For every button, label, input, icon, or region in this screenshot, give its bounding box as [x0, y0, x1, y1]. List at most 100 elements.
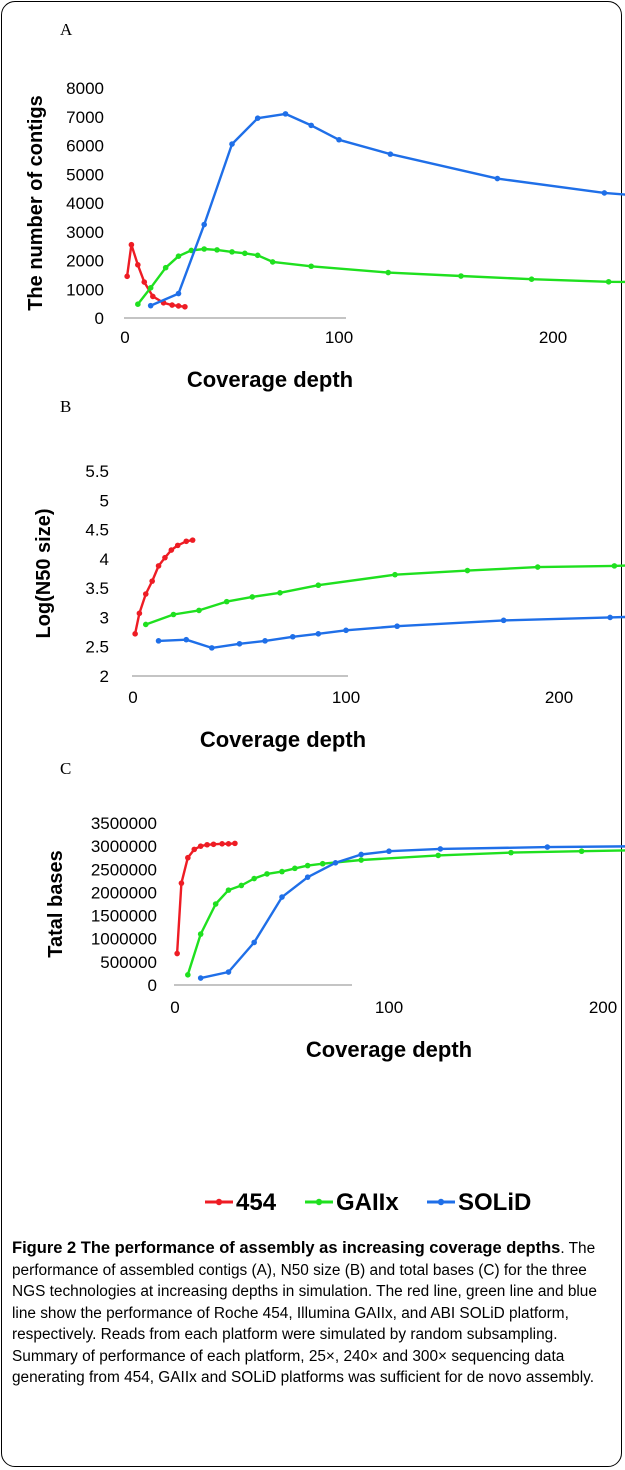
panel-c-series-454-point [232, 840, 238, 847]
panel-a-series-gaiix-point [201, 246, 207, 252]
panel-b-x-title: Coverage depth [200, 727, 366, 752]
panel-a-series-gaiix-point [605, 278, 612, 285]
legend-454-label: 454 [236, 1189, 277, 1216]
panel-b-y-title: Log(N50 size) [33, 508, 55, 638]
panel-a-y-tick: 5000 [66, 165, 104, 184]
panel-a-series-454-point [135, 262, 141, 268]
panel-c-series-454-point [210, 841, 217, 848]
panel-b-letter: B [60, 397, 71, 416]
caption-body: . The performance of assembled contigs (… [12, 1240, 597, 1386]
panel-c-series-solid-point [386, 848, 392, 855]
panel-b-series-solid-point [607, 614, 613, 621]
panel-a-y-title: The number of contigs [25, 95, 47, 311]
panel-c-y-tick: 2000000 [91, 883, 157, 902]
panel-c-y-tick: 3000000 [91, 837, 157, 856]
panel-c-series-solid-point [279, 894, 285, 900]
panel-c-series-solid-line [200, 845, 625, 980]
panel-b-series-gaiix-point [392, 571, 398, 578]
panel-c-series-gaiix-point [508, 849, 514, 856]
panel-c-x-tick: 100 [375, 998, 403, 1017]
panel-b-y-tick: 3.5 [85, 579, 109, 598]
panel-b-series-gaiix-point [142, 621, 149, 628]
panel-a-series-454-point [182, 303, 188, 310]
figure-caption: Figure 2 The performance of assembly as … [12, 1238, 612, 1389]
panel-b-series-gaiix-point [464, 567, 471, 574]
panel-c-series-gaiix-point [435, 852, 442, 859]
panel-c-y-tick: 500000 [100, 953, 157, 972]
panel-a-series-gaiix-point [308, 263, 314, 270]
panel-a-series-solid-point [601, 190, 608, 196]
panel-b-series-454-point [132, 631, 138, 637]
panel-a-series-gaiix-point [458, 273, 464, 279]
panel-a-series-solid-point [336, 136, 342, 143]
panel-c-series-gaiix-point [185, 972, 191, 978]
panel-b-series-gaiix-point [223, 598, 230, 605]
panel-c-series-454-point [178, 880, 185, 886]
panel-b-x-tick: 100 [332, 688, 360, 707]
panel-c-series-gaiix-point [358, 857, 364, 863]
panel-a-y-tick: 0 [95, 309, 104, 328]
panel-a-series-gaiix-point [147, 285, 154, 291]
panel-a-series-gaiix-point [254, 252, 261, 259]
panel-c-series-solid-point [358, 851, 364, 858]
panel-c-series-454-point [225, 841, 232, 847]
panel-a-series-gaiix-point [229, 249, 235, 255]
panel-c-y-tick: 0 [148, 976, 157, 995]
panel-a-y-tick: 4000 [66, 194, 104, 213]
panel-a-letter: A [60, 20, 73, 39]
panel-b-x-tick: 200 [545, 688, 573, 707]
panel-a-x-tick: 200 [539, 328, 567, 347]
panel-a-series-454-point [141, 279, 148, 285]
panel-c-series-solid-point [225, 969, 232, 975]
panel-b-series-solid-point [394, 623, 400, 630]
panel-a-x-title: Coverage depth [187, 367, 353, 392]
panel-c-series-gaiix-point [238, 882, 245, 889]
legend-solid-label: SOLiD [458, 1189, 531, 1216]
panel-b-series-solid-point [183, 636, 190, 643]
panel-b-y-tick: 2.5 [85, 638, 109, 657]
panel-b-series-solid-point [500, 617, 507, 624]
panel-c-series-gaiix-point [225, 887, 232, 893]
panel-c-series-gaiix-point [197, 931, 204, 937]
panel-c-y-tick: 1000000 [91, 930, 157, 949]
panel-c-y-tick: 2500000 [91, 860, 157, 879]
panel-b-series-gaiix-point [315, 582, 322, 589]
panel-a-series-gaiix-point [528, 276, 535, 282]
panel-c-series-solid-point [332, 860, 339, 866]
panel-b-series-solid-point [262, 638, 268, 644]
panel-a-y-tick: 7000 [66, 108, 104, 127]
panel-a-series-gaiix-point [385, 269, 392, 276]
panel-c-series-solid-point [304, 874, 311, 880]
caption-title: Figure 2 The performance of assembly as … [12, 1239, 561, 1257]
legend-454-marker [215, 1198, 223, 1206]
panel-a-series-solid-point [201, 221, 207, 228]
panel-c-series-gaiix-point [251, 875, 257, 882]
panel-a-y-tick: 6000 [66, 137, 104, 156]
panel-c-series-gaiix-point [279, 868, 285, 875]
panel-a-series-454-line [125, 243, 186, 308]
panel-c-series-454-line [175, 842, 235, 954]
panel-b-y-tick: 5.5 [85, 462, 109, 481]
panel-a-series-454-point [128, 241, 135, 248]
panel-b-series-454-point [174, 542, 181, 549]
panel-b-series-solid-point [289, 633, 296, 640]
panel-a-series-gaiix-point [162, 264, 169, 271]
panel-c-series-454-point [191, 846, 198, 853]
panel-a-series-gaiix-point [214, 247, 220, 253]
panel-b-series-454-point [183, 538, 190, 545]
panel-b-y-tick: 4.5 [85, 521, 109, 540]
panel-c-series-solid-point [197, 975, 204, 981]
panel-c-series-gaiix-point [304, 862, 311, 869]
panel-a-series-solid-point [175, 290, 182, 297]
panel-a-series-solid-point [387, 151, 394, 157]
panel-b-series-454-point [142, 591, 149, 597]
panel-a-series-gaiix-point [135, 301, 141, 308]
panel-b-series-454-line [133, 538, 193, 635]
panel-b-y-tick: 2 [100, 667, 109, 686]
panel-c-series-gaiix-point [264, 871, 270, 877]
panel-b-y-tick: 3 [100, 608, 109, 627]
panel-b-series-gaiix-line [145, 564, 625, 626]
panel-c-series-454-point [204, 841, 210, 848]
panel-a-y-tick: 8000 [66, 79, 104, 98]
